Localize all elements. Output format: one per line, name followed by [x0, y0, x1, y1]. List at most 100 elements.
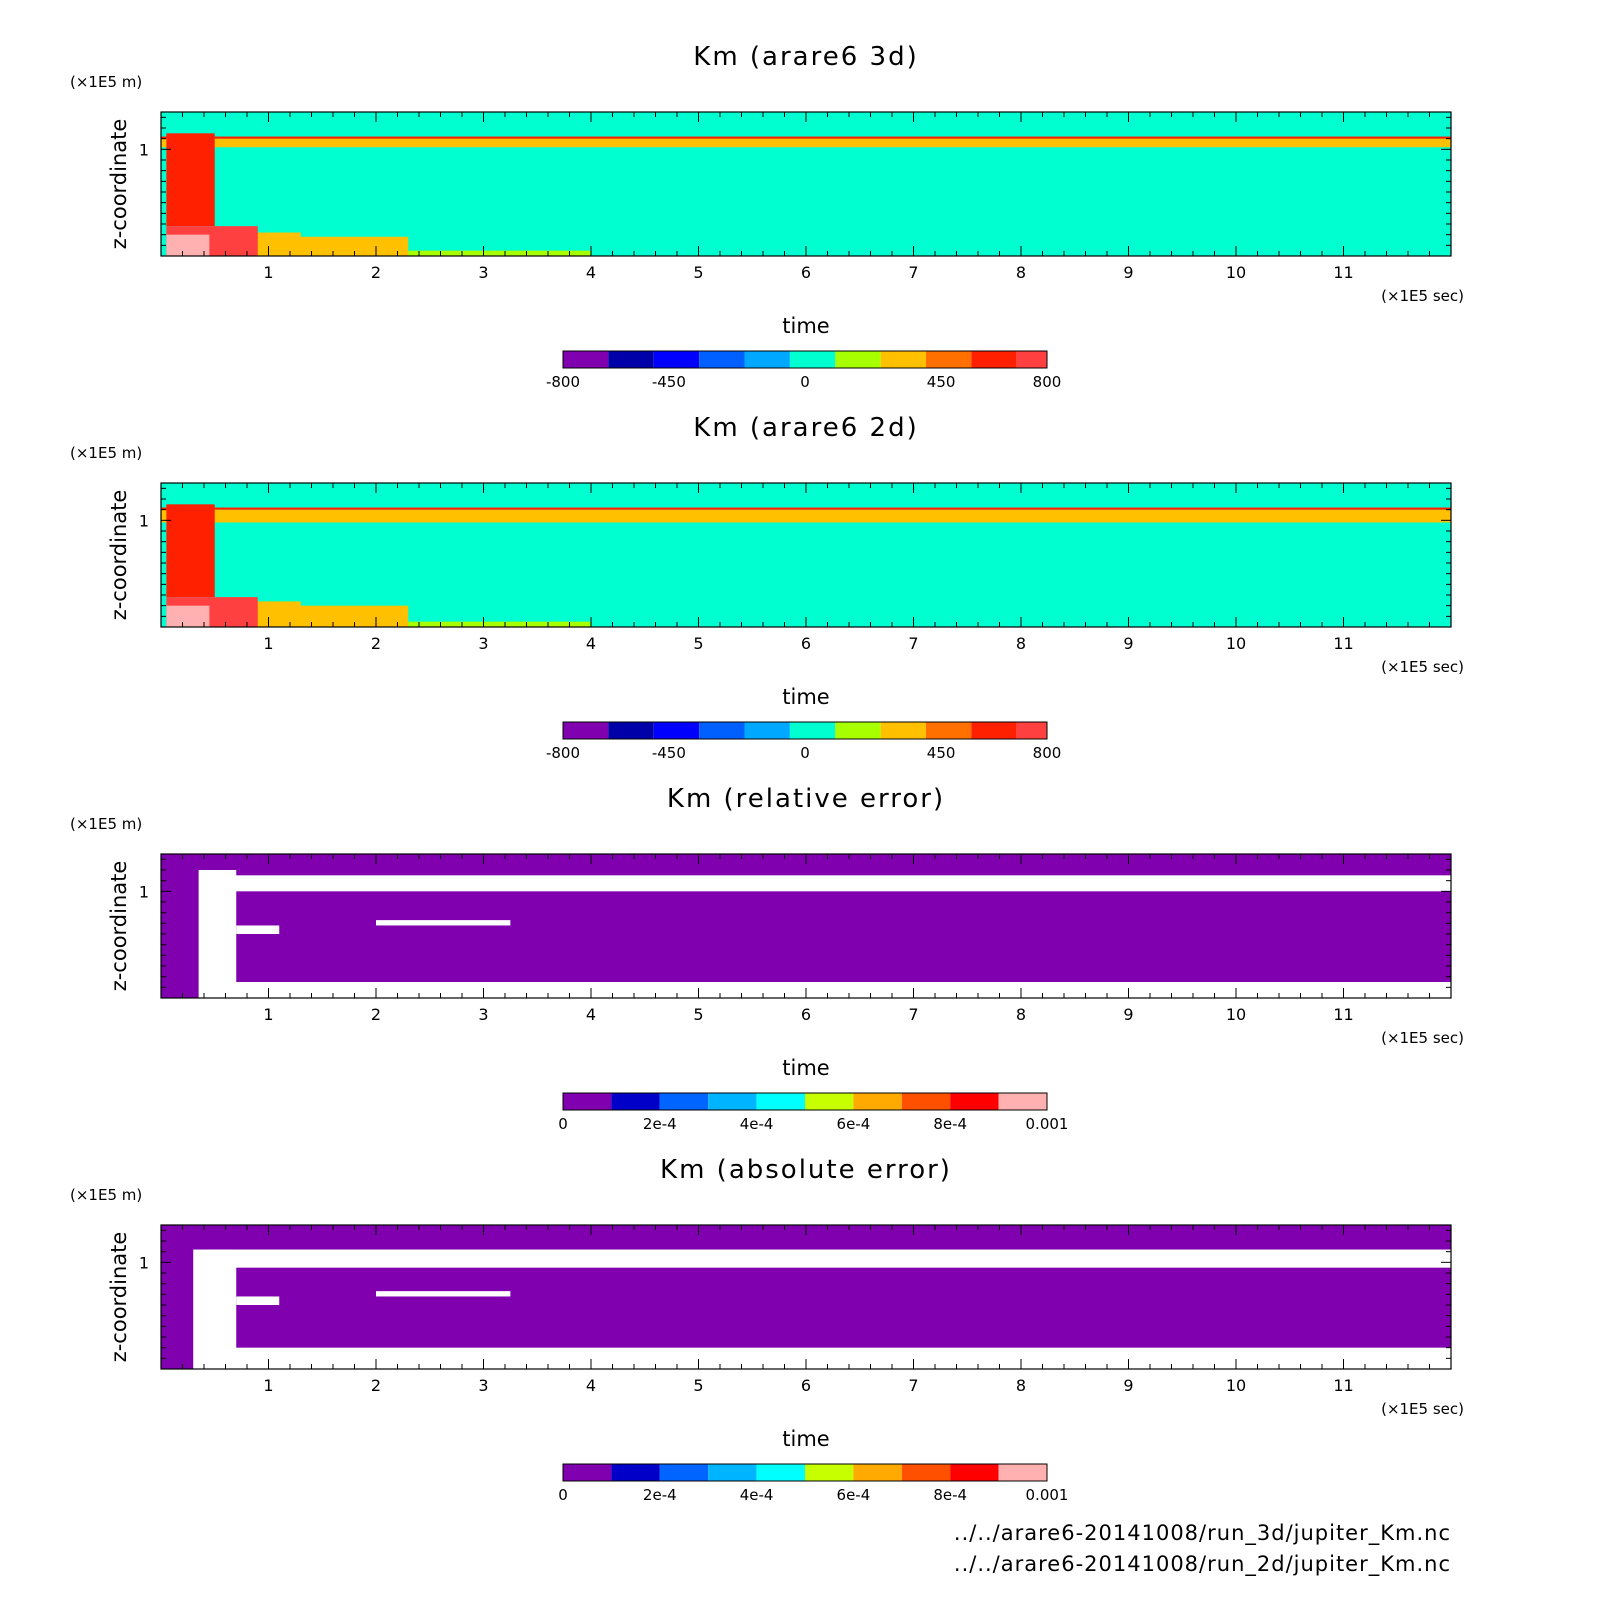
x-tick-label: 9	[1123, 1376, 1133, 1395]
colorbar-tick-label: 0	[558, 1115, 568, 1133]
x-tick-label: 3	[478, 1005, 488, 1024]
field-region	[161, 138, 1451, 148]
colorbar-tick-label: -800	[546, 744, 580, 762]
x-tick-label: 1	[263, 263, 273, 282]
colorbar-tick-label: 450	[927, 373, 956, 391]
x-unit-label: (×1E5 sec)	[1381, 1400, 1464, 1418]
colorbar-swatch	[659, 1093, 709, 1110]
colorbar-swatch	[880, 351, 926, 368]
x-axis-label: time	[782, 1427, 829, 1451]
colorbar-swatch	[744, 351, 790, 368]
x-tick-label: 10	[1226, 1376, 1246, 1395]
colorbar-swatch	[708, 1464, 757, 1481]
colorbar-swatch	[971, 722, 1017, 739]
colorbar-frame	[562, 1092, 1048, 1111]
chart-title: Km (relative error)	[667, 784, 945, 814]
colorbar-swatch	[789, 722, 836, 739]
x-tick-label: 8	[1016, 263, 1026, 282]
y-unit-label: (×1E5 m)	[70, 1186, 142, 1204]
field-region	[247, 232, 301, 256]
x-axis-label: time	[782, 685, 829, 709]
x-tick-label: 2	[371, 1005, 381, 1024]
field-region	[166, 605, 210, 627]
field-background	[161, 483, 1451, 627]
colorbar-tick-label: -450	[652, 744, 686, 762]
colorbar-swatch	[805, 1093, 854, 1110]
colorbar-swatch	[699, 722, 745, 739]
x-tick-label: 6	[801, 1376, 811, 1395]
colorbar-frame	[562, 721, 1048, 740]
y-axis-label: z-coordinate	[107, 861, 131, 992]
colorbar-swatch	[805, 1464, 854, 1481]
x-tick-label: 3	[478, 634, 488, 653]
x-tick-label: 1	[263, 1376, 273, 1395]
colorbar-swatch	[563, 1093, 612, 1110]
x-tick-label: 10	[1226, 1005, 1246, 1024]
x-tick-label: 3	[478, 263, 488, 282]
missing-region	[376, 1291, 511, 1297]
x-tick-label: 8	[1016, 1005, 1026, 1024]
x-tick-label: 8	[1016, 1376, 1026, 1395]
colorbar-swatch	[926, 351, 972, 368]
x-unit-label: (×1E5 sec)	[1381, 287, 1464, 305]
x-tick-label: 11	[1333, 1005, 1353, 1024]
colorbar-tick-label: 0	[800, 744, 810, 762]
file-path-label: ../../arare6-20141008/run_2d/jupiter_Km.…	[954, 1552, 1451, 1577]
field-region	[166, 234, 210, 256]
field-region	[408, 621, 591, 627]
colorbar-swatch	[699, 351, 745, 368]
x-tick-label: 7	[908, 1376, 918, 1395]
x-unit-label: (×1E5 sec)	[1381, 1029, 1464, 1047]
x-axis-label: time	[782, 314, 829, 338]
colorbar-frame	[562, 350, 1048, 369]
x-tick-label: 4	[586, 634, 596, 653]
colorbar-tick-label: 800	[1033, 373, 1062, 391]
chart-title: Km (arare6 2d)	[693, 413, 918, 443]
y-axis-label: z-coordinate	[107, 490, 131, 621]
missing-region	[204, 875, 1451, 892]
x-tick-label: 9	[1123, 634, 1133, 653]
x-tick-label: 5	[693, 1005, 703, 1024]
missing-region	[204, 1347, 1451, 1369]
colorbar-swatch	[756, 1464, 805, 1481]
colorbar-frame	[562, 1463, 1048, 1482]
colorbar-swatch	[608, 351, 654, 368]
missing-region	[193, 1249, 237, 1369]
colorbar-swatch	[563, 1464, 612, 1481]
colorbar-swatch	[998, 1093, 1047, 1110]
colorbar-swatch	[653, 351, 700, 368]
colorbar-swatch	[835, 351, 881, 368]
colorbar-swatch	[744, 722, 790, 739]
colorbar-tick-label: -800	[546, 373, 580, 391]
field-region	[408, 250, 591, 256]
chart-panel: Km (arare6 3d)(×1E5 m)1 2 3 4 5 6 7 8 9 10 111z-co…	[70, 42, 1464, 391]
colorbar-swatch	[998, 1464, 1047, 1481]
y-axis-label: z-coordinate	[107, 1232, 131, 1363]
missing-region	[236, 925, 280, 934]
x-tick-label: 5	[693, 1376, 703, 1395]
field-region	[161, 509, 1451, 523]
colorbar-swatch	[608, 722, 654, 739]
colorbar-tick-label: 0.001	[1026, 1115, 1069, 1133]
field-region	[161, 507, 1451, 510]
colorbar-swatch	[1016, 722, 1047, 739]
colorbar-tick-label: -450	[652, 373, 686, 391]
y-tick-label: 1	[139, 882, 149, 901]
colorbar-tick-label: 6e-4	[837, 1486, 871, 1504]
x-tick-label: 1	[263, 1005, 273, 1024]
colorbar-tick-label: 2e-4	[643, 1486, 677, 1504]
x-tick-label: 1	[263, 634, 273, 653]
colorbar-tick-label: 4e-4	[740, 1115, 774, 1133]
colorbar-swatch	[1016, 351, 1047, 368]
colorbar-swatch	[563, 722, 609, 739]
colorbar-swatch	[926, 722, 972, 739]
colorbar-swatch	[853, 1464, 902, 1481]
y-axis-label: z-coordinate	[107, 119, 131, 250]
colorbar-swatch	[950, 1093, 999, 1110]
x-tick-label: 6	[801, 263, 811, 282]
x-axis-label: time	[782, 1056, 829, 1080]
x-tick-label: 9	[1123, 263, 1133, 282]
colorbar-tick-label: 4e-4	[740, 1486, 774, 1504]
missing-region	[204, 982, 1451, 998]
